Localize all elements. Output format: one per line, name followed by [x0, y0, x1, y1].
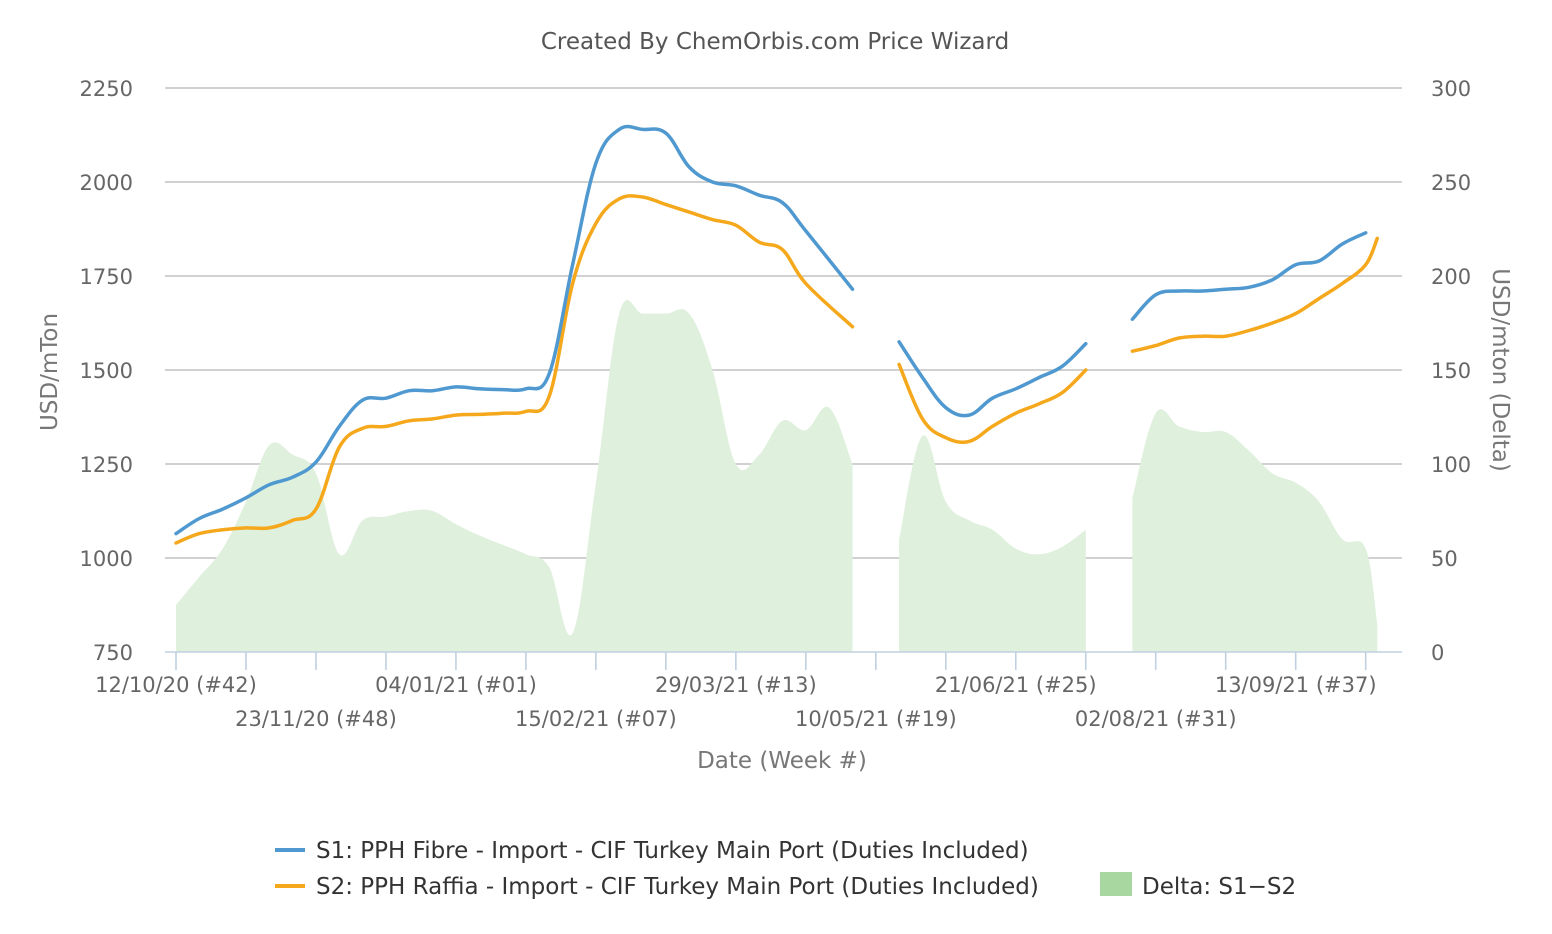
series-lines — [174, 124, 1380, 545]
x-tick-label: 10/05/21 (#19) — [795, 707, 957, 731]
y2-tick-label: 0 — [1431, 641, 1444, 665]
x-tick-label: 15/02/21 (#07) — [515, 707, 677, 731]
y-tick-label: 2250 — [80, 77, 133, 101]
x-axis-title: Date (Week #) — [697, 748, 867, 774]
y-axis-title: USD/mTon — [37, 313, 63, 431]
s2-line-segment — [897, 362, 1088, 445]
y2-tick-label: 300 — [1431, 77, 1471, 101]
legend-item-delta[interactable]: Delta: S1−S2 — [1100, 872, 1296, 900]
y-tick-label: 1750 — [80, 265, 133, 289]
y-axis-right: 300 250 200 150 100 50 0 — [1431, 77, 1471, 665]
y-axis-left: 2250 2000 1750 1500 1250 1000 750 — [80, 77, 133, 665]
y-tick-label: 1500 — [80, 359, 133, 383]
x-tick-label: 29/03/21 (#13) — [655, 673, 817, 697]
s1-line-segment — [174, 124, 855, 536]
y-tick-label: 750 — [93, 641, 133, 665]
legend: S1: PPH Fibre - Import - CIF Turkey Main… — [275, 838, 1296, 900]
s2-line-segment — [1130, 236, 1380, 353]
y2-tick-label: 200 — [1431, 265, 1471, 289]
x-tick-label: 12/10/20 (#42) — [95, 673, 257, 697]
chart-title: Created By ChemOrbis.com Price Wizard — [541, 29, 1009, 55]
x-tick-label: 04/01/21 (#01) — [375, 673, 537, 697]
y2-tick-label: 50 — [1431, 547, 1458, 571]
s1-line-segment — [897, 340, 1088, 418]
delta-area — [176, 300, 1378, 652]
legend-swatch-delta — [1100, 872, 1132, 896]
x-axis: 12/10/20 (#42) 23/11/20 (#48) 04/01/21 (#0… — [95, 651, 1402, 731]
y2-tick-label: 250 — [1431, 171, 1471, 195]
delta-area-segment — [899, 435, 1086, 652]
delta-area-segment — [1132, 409, 1378, 652]
y-tick-label: 1250 — [80, 453, 133, 477]
s2-line-segment — [174, 194, 855, 545]
legend-label-s2: S2: PPH Raffia - Import - CIF Turkey Mai… — [316, 874, 1039, 900]
delta-area-segment — [176, 300, 853, 652]
legend-label-delta: Delta: S1−S2 — [1142, 874, 1296, 900]
x-tick-label: 02/08/21 (#31) — [1075, 707, 1237, 731]
y2-tick-label: 100 — [1431, 453, 1471, 477]
x-tick-label: 21/06/21 (#25) — [935, 673, 1097, 697]
y-tick-label: 1000 — [80, 547, 133, 571]
y-tick-label: 2000 — [80, 171, 133, 195]
x-tick-label: 13/09/21 (#37) — [1215, 673, 1377, 697]
legend-item-s1[interactable]: S1: PPH Fibre - Import - CIF Turkey Main… — [275, 838, 1029, 864]
legend-item-s2[interactable]: S2: PPH Raffia - Import - CIF Turkey Mai… — [275, 874, 1039, 900]
x-tick-label: 23/11/20 (#48) — [235, 707, 397, 731]
y2-tick-label: 150 — [1431, 359, 1471, 383]
y2-axis-title: USD/mton (Delta) — [1487, 268, 1513, 472]
s1-line-segment — [1130, 231, 1368, 321]
legend-label-s1: S1: PPH Fibre - Import - CIF Turkey Main… — [316, 838, 1029, 864]
